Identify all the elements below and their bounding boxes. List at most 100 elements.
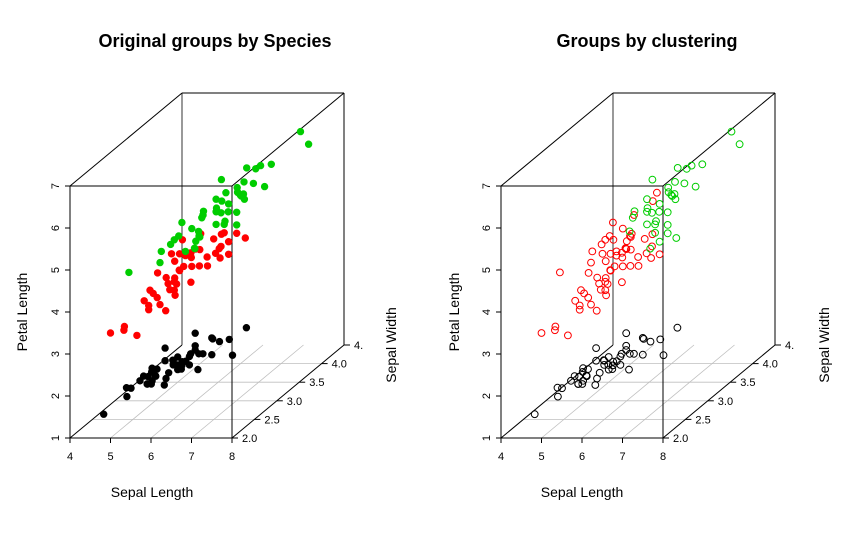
data-point [680,179,689,188]
data-point [203,253,211,261]
data-point [587,300,595,309]
data-point [530,410,539,419]
data-point [222,189,230,197]
z-tick-label: 3 [50,351,62,357]
data-point [626,245,635,254]
z-tick-label: 1 [481,435,493,441]
data-point [224,250,233,259]
data-point [233,221,241,229]
y-tick-label: 3.0 [287,396,302,408]
data-point [217,175,226,184]
data-point [267,160,275,169]
data-point [673,164,682,172]
data-point [164,279,172,288]
data-point [185,361,194,369]
data-point [208,334,216,342]
data-point [608,365,617,374]
x-tick-label: 6 [579,451,585,463]
data-point [628,213,637,222]
grid-line [150,344,264,439]
box-edge [662,344,776,439]
data-point [178,218,186,227]
data-point [584,269,593,277]
data-point [120,326,128,334]
data-point [653,188,661,197]
data-point [622,341,631,350]
data-point [203,262,212,270]
data-point [687,161,696,170]
grid-line [191,344,304,439]
y-tick-label: 2.5 [264,414,279,426]
data-point [187,278,195,286]
y-tick-label: 4. [785,340,794,352]
data-point [604,365,613,374]
x-tick-label: 5 [538,451,544,463]
data-point [603,280,612,288]
data-point [588,247,597,256]
data-point [643,195,651,204]
data-point [171,257,179,265]
data-point [595,368,604,377]
x-tick-label: 7 [188,451,194,463]
data-point [556,268,564,277]
x-axis-label: Sepal Length [111,484,194,500]
data-point [139,372,148,380]
data-point [241,234,250,242]
data-point [570,372,579,381]
data-point [592,306,601,315]
data-point [106,329,115,337]
data-point [625,227,634,236]
x-tick-label: 4 [67,451,73,463]
data-point [671,178,679,186]
data-point [627,229,636,238]
z-tick-label: 6 [50,225,62,231]
data-point [601,257,610,266]
data-point [625,349,634,358]
data-point [149,289,157,298]
grid-line [110,344,223,439]
data-point [600,361,609,369]
data-point [643,204,652,213]
data-point [574,380,583,388]
data-point [647,254,655,262]
data-point [166,286,174,294]
data-point [634,253,642,261]
data-point [618,262,627,271]
grid-line [541,344,654,439]
data-point [153,269,162,277]
data-point [626,233,635,241]
z-tick-label: 5 [50,267,62,273]
data-point [598,249,607,258]
data-point [172,280,181,288]
z-tick-label: 3 [481,351,493,357]
data-point [210,235,218,243]
grid-line [581,344,695,439]
data-point [537,329,546,337]
data-point [190,244,199,252]
y-tick-label: 4.0 [332,359,347,371]
data-point [122,384,131,392]
z-tick-label: 6 [481,225,493,231]
data-point [220,220,228,229]
data-point [625,365,633,374]
data-point [143,380,151,388]
data-point [580,289,588,298]
y-tick-label: 3.5 [309,377,324,389]
data-point [616,352,625,361]
data-point [191,329,199,337]
y-tick-label: 2.0 [242,433,257,445]
data-point [260,182,269,191]
data-point [618,224,627,233]
data-point [99,410,108,418]
data-point [622,329,631,338]
data-point [626,262,635,270]
data-point [161,344,169,352]
data-point [252,165,260,173]
data-point [621,244,630,253]
data-point [125,268,133,277]
data-point [655,207,664,216]
x-tick-label: 8 [229,451,235,463]
data-point [735,140,744,149]
z-axis-label: Sepal Width [383,307,399,382]
